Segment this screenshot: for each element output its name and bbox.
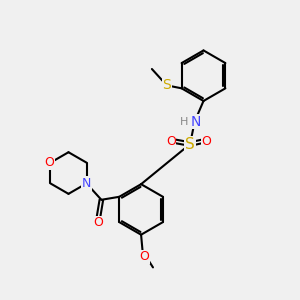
Text: N: N xyxy=(81,176,92,190)
Text: O: O xyxy=(139,250,149,263)
Text: S: S xyxy=(162,78,171,92)
Text: N: N xyxy=(191,115,201,129)
Text: H: H xyxy=(180,117,189,127)
Text: N: N xyxy=(82,177,91,190)
Text: O: O xyxy=(44,156,54,169)
Text: O: O xyxy=(202,135,212,148)
Text: O: O xyxy=(166,135,176,148)
Text: S: S xyxy=(185,136,195,152)
Text: O: O xyxy=(94,217,103,230)
